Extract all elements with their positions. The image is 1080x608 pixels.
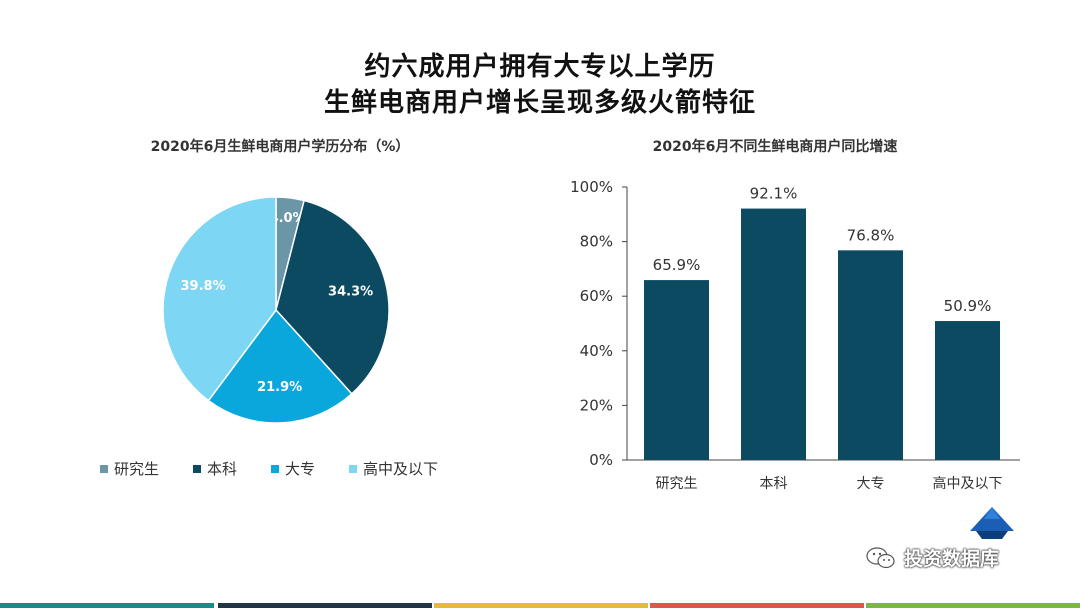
main-title-line1: 约六成用户拥有大专以上学历 (364, 52, 716, 82)
legend-swatch (100, 464, 108, 473)
footer-color-segment (0, 603, 214, 608)
bar-data-label: 92.1% (750, 185, 798, 203)
legend-label: 本科 (207, 460, 238, 478)
watermark-text: 投资数据库 (904, 548, 1000, 570)
mountain-logo-icon (970, 507, 1014, 539)
x-tick-label: 大专 (857, 476, 885, 492)
x-tick-label: 本科 (760, 476, 788, 492)
legend-swatch (271, 464, 280, 473)
legend-swatch (349, 464, 358, 473)
y-tick-label: 0% (589, 451, 613, 469)
legend-label: 大专 (285, 460, 316, 478)
x-tick-label: 研究生 (656, 476, 698, 492)
bar (644, 280, 709, 460)
y-tick-label: 40% (580, 342, 613, 360)
legend-item: 研究生 (100, 458, 159, 479)
pie-data-label: 4.0% (270, 211, 306, 226)
footer-color-segment (218, 603, 432, 608)
footer-color-segment (650, 603, 864, 608)
legend-item: 大专 (271, 458, 315, 479)
pie-legend: 研究生 本科 大专 高中及以下 (100, 458, 520, 479)
main-title-line2: 生鲜电商用户增长呈现多级火箭特征 (323, 88, 756, 118)
legend-item: 高中及以下 (349, 458, 438, 479)
bar-data-label: 76.8% (847, 226, 895, 244)
pie-data-label: 34.3% (328, 285, 373, 300)
bar (741, 208, 806, 460)
legend-item: 本科 (193, 458, 237, 479)
wechat-icon (866, 546, 895, 568)
legend-swatch (193, 464, 202, 473)
pie-data-label: 39.8% (181, 279, 226, 294)
footer-color-segment (434, 603, 648, 608)
pie-slice (207, 308, 353, 424)
x-tick-label: 高中及以下 (933, 475, 1003, 492)
legend-label: 高中及以下 (363, 460, 439, 478)
pie-chart-title: 2020年6月生鲜电商用户学历分布（%） (150, 139, 410, 155)
y-tick-label: 100% (570, 178, 613, 196)
pie-data-label: 21.9% (257, 380, 302, 395)
legend-label: 研究生 (114, 460, 160, 478)
bar-data-label: 50.9% (944, 297, 992, 315)
bar (935, 321, 1000, 460)
bar-chart-title: 2020年6月不同生鲜电商用户同比增速 (652, 139, 898, 155)
bar-data-label: 65.9% (653, 256, 701, 274)
y-tick-label: 80% (580, 233, 613, 251)
y-tick-label: 60% (580, 287, 613, 305)
watermark: 投资数据库 (866, 544, 999, 571)
bar (838, 250, 903, 460)
y-tick-label: 20% (580, 396, 613, 414)
pie-slice (275, 199, 390, 395)
footer-color-segment (866, 603, 1080, 608)
pie-slice (162, 196, 277, 402)
